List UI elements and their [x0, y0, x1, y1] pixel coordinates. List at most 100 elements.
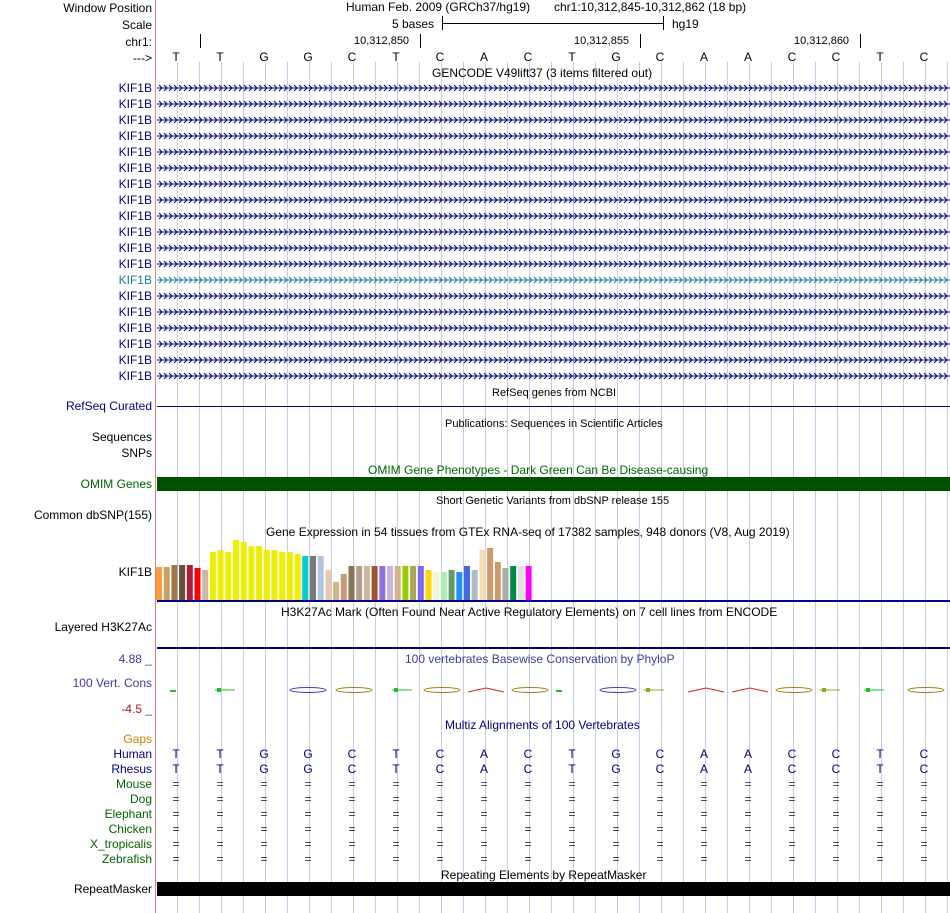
multiz-gaps-label[interactable]: Gaps	[123, 732, 152, 746]
gtex-tissue-bar[interactable]	[202, 570, 209, 600]
gtex-tissue-bar[interactable]	[171, 565, 178, 600]
multiz-species-label[interactable]: Dog	[129, 792, 152, 806]
multiz-species-label[interactable]: Mouse	[115, 777, 152, 791]
multiz-species-label[interactable]: Elephant	[104, 807, 152, 821]
gtex-tissue-bar[interactable]	[279, 552, 286, 600]
gtex-tissue-bar[interactable]	[225, 552, 232, 600]
gencode-gene-label[interactable]: KIF1B	[118, 145, 152, 159]
gtex-tissue-bar[interactable]	[387, 566, 393, 600]
gencode-gene-label[interactable]: KIF1B	[118, 257, 152, 271]
gtex-tissue-bar[interactable]	[371, 566, 378, 600]
gtex-tissue-bar[interactable]	[340, 574, 347, 600]
phylop-track-label[interactable]: 100 Vert. Cons	[72, 676, 152, 690]
gtex-tissue-bar[interactable]	[348, 566, 355, 600]
gtex-tissue-bar[interactable]	[456, 572, 463, 600]
gtex-tissue-bar[interactable]	[363, 566, 370, 600]
dbsnp-track-title[interactable]: Short Genetic Variants from dbSNP releas…	[436, 495, 670, 507]
gencode-transcript[interactable]	[157, 163, 950, 173]
gtex-tissue-bar[interactable]	[271, 550, 278, 600]
gtex-tissue-bar[interactable]	[464, 566, 470, 600]
gtex-tissue-bar[interactable]	[194, 568, 201, 600]
multiz-track-title[interactable]: Multiz Alignments of 100 Vertebrates	[445, 718, 640, 732]
gtex-tissue-bar[interactable]	[240, 542, 247, 600]
gencode-gene-label[interactable]: KIF1B	[118, 241, 152, 255]
phylop-conservation-glyphs[interactable]	[0, 680, 950, 700]
gtex-tissue-bar[interactable]	[425, 570, 432, 600]
gencode-gene-label[interactable]: KIF1B	[118, 289, 152, 303]
gencode-gene-label[interactable]: KIF1B	[118, 305, 152, 319]
gencode-transcript[interactable]	[157, 323, 950, 333]
gtex-tissue-bar[interactable]	[286, 552, 293, 600]
gtex-tissue-bar[interactable]	[248, 546, 255, 600]
refseq-curated-label[interactable]: RefSeq Curated	[65, 399, 152, 413]
gencode-track-title[interactable]: GENCODE V49lift37 (3 items filtered out)	[432, 66, 653, 80]
gtex-tissue-bar[interactable]	[217, 550, 224, 600]
gtex-tissue-bar[interactable]	[471, 570, 478, 600]
gencode-gene-label[interactable]: KIF1B	[118, 193, 152, 207]
gtex-tissue-bar[interactable]	[402, 566, 409, 600]
gtex-tissue-bar[interactable]	[487, 548, 494, 600]
h3k27ac-label[interactable]: Layered H3K27Ac	[54, 620, 152, 634]
refseq-track-title[interactable]: RefSeq genes from NCBI	[492, 387, 617, 399]
omim-genes-label[interactable]: OMIM Genes	[80, 477, 152, 491]
gtex-tissue-bar[interactable]	[479, 550, 486, 600]
h3k27ac-track-title[interactable]: H3K27Ac Mark (Often Found Near Active Re…	[281, 605, 778, 619]
gencode-transcript[interactable]	[157, 83, 950, 93]
gencode-transcript[interactable]	[157, 307, 950, 317]
gtex-tissue-bar[interactable]	[502, 568, 509, 600]
gencode-gene-label[interactable]: KIF1B	[118, 369, 152, 383]
gtex-tissue-bar[interactable]	[302, 556, 309, 600]
gtex-tissue-bar[interactable]	[156, 567, 162, 600]
multiz-species-label[interactable]: Rhesus	[111, 762, 152, 776]
gencode-gene-label[interactable]: KIF1B	[118, 353, 152, 367]
gencode-gene-label[interactable]: KIF1B	[118, 177, 152, 191]
gtex-tissue-bar[interactable]	[510, 566, 517, 600]
gtex-tissue-bars[interactable]	[0, 538, 950, 604]
gencode-transcript[interactable]	[157, 115, 950, 125]
repeatmasker-bar[interactable]	[157, 882, 950, 896]
omim-gene-bar[interactable]	[157, 477, 950, 491]
gtex-tissue-bar[interactable]	[394, 566, 401, 600]
gencode-gene-label[interactable]: KIF1B	[118, 209, 152, 223]
gencode-transcript[interactable]	[157, 195, 950, 205]
gencode-gene-label[interactable]: KIF1B	[118, 161, 152, 175]
gtex-tissue-bar[interactable]	[163, 567, 170, 600]
gencode-transcript[interactable]	[157, 259, 950, 269]
gencode-transcript[interactable]	[157, 211, 950, 221]
repeatmasker-track-title[interactable]: Repeating Elements by RepeatMasker	[441, 868, 647, 882]
multiz-species-label[interactable]: Chicken	[108, 822, 152, 836]
gtex-tissue-bar[interactable]	[186, 565, 193, 600]
phylop-track-title[interactable]: 100 vertebrates Basewise Conservation by…	[405, 652, 675, 666]
gtex-tissue-bar[interactable]	[209, 552, 216, 600]
pub-snps-label[interactable]: SNPs	[121, 446, 152, 460]
gtex-tissue-bar[interactable]	[379, 566, 386, 600]
gencode-transcript[interactable]	[157, 147, 950, 157]
gtex-tissue-bar[interactable]	[179, 565, 186, 600]
gtex-tissue-bar[interactable]	[448, 570, 455, 600]
gtex-tissue-bar[interactable]	[263, 550, 270, 600]
gencode-transcript[interactable]	[157, 355, 950, 365]
gencode-transcript[interactable]	[157, 99, 950, 109]
refseq-gene-line[interactable]	[157, 406, 950, 407]
gencode-transcript[interactable]	[157, 227, 950, 237]
gtex-tissue-bar[interactable]	[333, 582, 340, 600]
repeatmasker-label[interactable]: RepeatMasker	[73, 882, 152, 896]
gencode-gene-label[interactable]: KIF1B	[118, 81, 152, 95]
multiz-species-label[interactable]: Zebrafish	[101, 852, 152, 866]
gencode-transcript[interactable]	[157, 179, 950, 189]
gencode-transcript[interactable]	[157, 371, 950, 381]
gtex-tissue-bar[interactable]	[410, 566, 417, 600]
gencode-gene-label[interactable]: KIF1B	[118, 337, 152, 351]
gencode-transcript[interactable]	[157, 291, 950, 301]
gtex-tissue-bar[interactable]	[417, 566, 424, 600]
gtex-tissue-bar[interactable]	[433, 572, 440, 600]
gtex-tissue-bar[interactable]	[494, 562, 501, 600]
gtex-track-title[interactable]: Gene Expression in 54 tissues from GTEx …	[266, 525, 790, 539]
publications-track-title[interactable]: Publications: Sequences in Scientific Ar…	[445, 418, 663, 430]
gtex-tissue-bar[interactable]	[356, 566, 363, 600]
gencode-gene-label[interactable]: KIF1B	[118, 225, 152, 239]
gencode-gene-label[interactable]: KIF1B	[118, 129, 152, 143]
gencode-gene-label[interactable]: KIF1B	[118, 97, 152, 111]
multiz-species-label[interactable]: Human	[113, 747, 152, 761]
gtex-tissue-bar[interactable]	[317, 556, 324, 600]
